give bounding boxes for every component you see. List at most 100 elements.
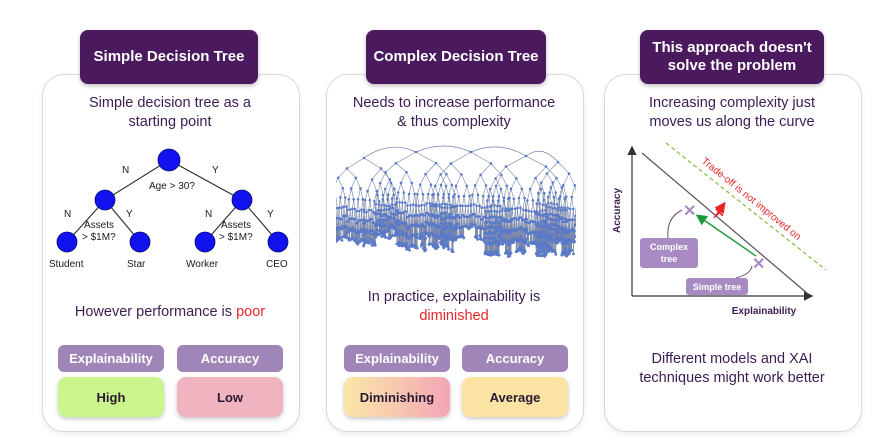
complex-tree-node <box>433 184 437 188</box>
complex-tree-edge <box>376 191 380 202</box>
complex-tree-node <box>552 202 556 206</box>
complex-tree-edge <box>422 194 425 206</box>
complex-tree-node <box>397 223 401 227</box>
complex-tree-node <box>407 227 410 231</box>
complex-tree-node <box>456 204 459 208</box>
tree-left-node <box>94 189 116 211</box>
complex-tree-edge <box>392 204 394 215</box>
complex-tree-node <box>563 229 566 232</box>
complex-tree-edge <box>480 163 492 176</box>
complex-tree-node <box>571 207 575 211</box>
complex-tree-edge <box>547 203 550 215</box>
complex-tree-node <box>470 225 474 229</box>
complex-tree-edge <box>364 191 368 201</box>
complex-tree-edge <box>505 155 527 167</box>
complex-tree-node <box>381 198 385 201</box>
complex-tree-node <box>486 199 489 202</box>
complex-tree-node <box>530 210 533 213</box>
complex-tree-edge <box>529 189 534 201</box>
complex-tree-node <box>561 209 565 212</box>
complex-tree-node <box>423 214 427 217</box>
complex-tree-edge <box>361 199 364 210</box>
complex-tree-edge <box>417 194 420 207</box>
complex-tree-label-1: Complex <box>650 242 688 252</box>
explainability-label: Explainability <box>58 345 164 372</box>
complex-tree-node <box>479 173 482 177</box>
complex-tree-edge <box>421 205 423 215</box>
complex-tree-node <box>384 236 388 239</box>
complex-tree-edge <box>546 161 559 174</box>
complex-tree-node <box>454 184 458 188</box>
complex-tree-node <box>443 202 447 206</box>
complex-tree-node <box>377 199 381 203</box>
complex-tree-node <box>418 237 422 240</box>
panel2-message-text: In practice, explainability is <box>367 289 541 305</box>
complex-tree-node <box>336 176 340 180</box>
complex-tree-edge <box>482 196 485 208</box>
complex-tree-edge <box>395 151 417 164</box>
complex-tree-node <box>564 209 568 212</box>
complex-tree-node <box>363 198 367 202</box>
complex-tree-node <box>405 170 408 174</box>
complex-tree-node <box>478 215 482 218</box>
complex-tree-edge <box>336 177 339 184</box>
complex-tree-node <box>424 236 428 240</box>
complex-tree-edge <box>361 209 363 221</box>
complex-tree-edge <box>387 194 390 207</box>
complex-tree-node <box>512 241 516 244</box>
complex-tree-node <box>457 195 461 198</box>
complex-tree-node <box>544 165 548 168</box>
complex-tree-node <box>487 194 491 198</box>
complex-tree-edge <box>454 194 457 207</box>
complex-tree-node <box>371 211 375 214</box>
complex-tree-node <box>554 191 557 194</box>
complex-tree-node <box>391 203 394 206</box>
complex-tree-edge <box>495 166 507 179</box>
complex-tree-node <box>389 215 392 219</box>
complex-tree-node <box>416 232 419 236</box>
simple-callout-pointer <box>735 265 753 279</box>
complex-tree-edge <box>442 203 444 214</box>
right-question-line2: > $1M? <box>219 232 253 243</box>
complex-tree-node <box>346 208 349 211</box>
complex-tree-node <box>573 229 576 233</box>
complex-tree-node <box>461 204 464 208</box>
complex-tree-node <box>478 234 482 237</box>
complex-tree-node <box>359 187 362 190</box>
complex-tree-edge <box>476 205 478 217</box>
complex-tree-edge <box>340 197 342 208</box>
complex-tree-edge <box>356 211 358 224</box>
complex-tree-node <box>398 200 401 204</box>
complex-tree-node <box>378 232 382 236</box>
complex-tree-node <box>495 210 499 213</box>
complex-tree-edge <box>346 168 357 179</box>
complex-tree-node <box>497 253 501 257</box>
complex-tree-edge <box>512 198 515 209</box>
complex-tree-node <box>509 187 513 191</box>
complex-tree-node <box>354 238 358 242</box>
complex-tree-node <box>517 196 521 200</box>
complex-tree-node <box>538 237 541 240</box>
complex-tree-node <box>362 208 366 211</box>
complex-tree-edge <box>363 146 417 159</box>
complex-tree-edge <box>370 210 373 220</box>
complex-tree-edge <box>510 178 517 190</box>
complex-tree-node <box>523 196 526 200</box>
complex-tree-node <box>472 203 476 206</box>
complex-tree-node <box>382 208 386 212</box>
complex-tree-edge <box>367 191 371 201</box>
complex-tree-edge <box>445 185 450 198</box>
complex-tree-node <box>566 206 570 210</box>
complex-tree-edge <box>337 177 344 189</box>
complex-tree-node <box>396 191 400 194</box>
complex-tree-edge <box>567 207 569 220</box>
complex-tree-edge <box>358 211 361 221</box>
complex-tree-node <box>545 172 549 175</box>
complex-tree-edge <box>396 192 399 203</box>
complex-tree-edge <box>387 182 392 195</box>
complex-tree-node <box>370 178 374 181</box>
complex-tree-node <box>357 209 361 213</box>
complex-tree-node <box>353 207 357 211</box>
complex-tree-node <box>469 203 473 206</box>
complex-tree-node <box>496 230 500 233</box>
